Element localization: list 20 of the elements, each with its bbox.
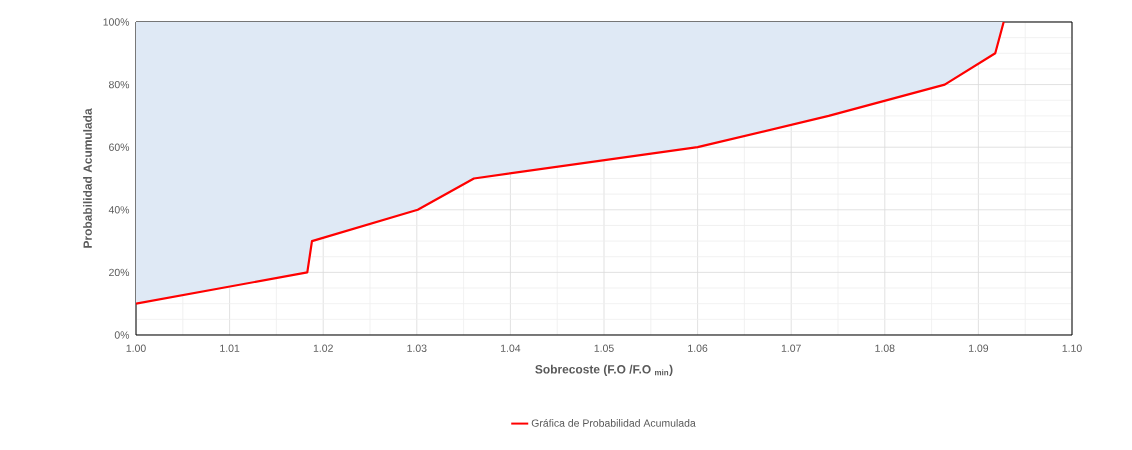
- x-tick-label: 1.02: [313, 344, 333, 352]
- x-tick-label: 1.03: [407, 344, 427, 352]
- legend-label: Gráfica de Probabilidad Acumulada: [531, 418, 696, 427]
- x-tick-label: 1.06: [688, 344, 708, 352]
- y-tick-label: 100%: [103, 18, 130, 26]
- x-tick-label: 1.04: [501, 344, 521, 352]
- x-tick-label: 1.00: [126, 344, 146, 352]
- y-tick-label: 40%: [108, 206, 130, 214]
- x-tick-label: 1.09: [969, 344, 989, 352]
- x-tick-label: 1.07: [781, 344, 801, 352]
- y-tick-label: 80%: [109, 80, 130, 89]
- x-tick-label: 1.08: [875, 344, 895, 352]
- x-tick-label: 1.10: [1062, 344, 1082, 352]
- y-tick-label: 0%: [114, 331, 130, 339]
- y-tick-label: 20%: [109, 268, 130, 277]
- y-tick-label: 60%: [109, 143, 130, 151]
- x-tick-label: 1.01: [220, 344, 240, 352]
- y-axis-title: Probabilidad Acumulada: [83, 108, 92, 248]
- x-axis-title: Sobrecoste (F.O /F.O $_{min}$): [535, 364, 673, 376]
- x-tick-label: 1.05: [594, 344, 614, 352]
